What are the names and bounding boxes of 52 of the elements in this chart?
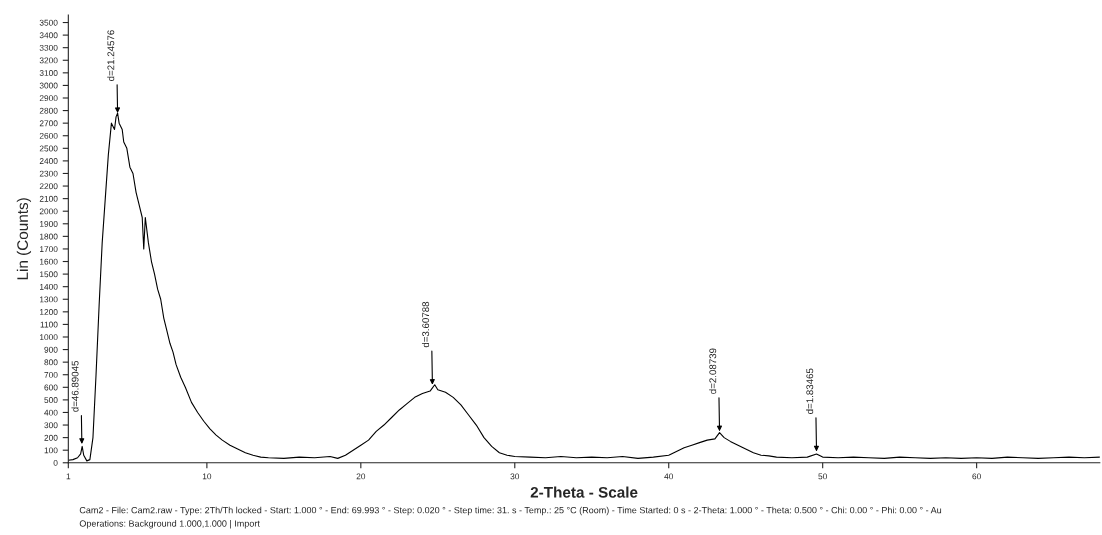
y-tick-label: 1400 bbox=[40, 283, 58, 290]
y-tick-label: 3200 bbox=[39, 57, 58, 64]
x-tick-label: 50 bbox=[818, 473, 827, 480]
y-tick-label: 1900 bbox=[40, 220, 58, 227]
y-tick-label: 800 bbox=[44, 359, 58, 366]
y-tick-label: 0 bbox=[53, 459, 58, 466]
y-tick-label: 1600 bbox=[40, 258, 58, 265]
y-tick-label: 200 bbox=[44, 434, 58, 441]
text: Cam2 - File: Cam2.raw - Type: 2Th/Th locked - Start: 1.000 ° - End: 69.993 ° - Step: 0.020 ° - Step time: 31. s - Temp.: 25 °C (Room) - Time Started: 0 s - 2-Theta: 1.000 ° - Theta: 0.500 ° - Chi: 0.00 ° - Phi: 0.00 ° - Au bbox=[79, 506, 942, 516]
y-tick-label: 2000 bbox=[39, 208, 58, 215]
x-axis-title: 2-Theta - Scale bbox=[530, 486, 638, 498]
x-tick-label: 30 bbox=[510, 473, 520, 480]
y-tick-label: 1300 bbox=[40, 296, 58, 303]
y-tick-label: 1500 bbox=[40, 271, 58, 278]
y-axis-title: Lin (Counts) bbox=[16, 198, 32, 280]
y-tick-label: 2200 bbox=[39, 183, 58, 190]
y-tick-label: 2900 bbox=[39, 95, 58, 102]
y-tick-label: 3000 bbox=[39, 82, 58, 89]
y-tick-label: 600 bbox=[44, 384, 58, 391]
y-tick-label: 1700 bbox=[40, 246, 58, 253]
y-tick-label: 2500 bbox=[39, 145, 58, 152]
y-tick-label: 3300 bbox=[39, 44, 58, 51]
y-tick-label: 1100 bbox=[40, 321, 58, 328]
annotation: d=1.83465 bbox=[806, 368, 814, 414]
y-tick-label: 1800 bbox=[40, 233, 58, 240]
y-tick-label: 400 bbox=[44, 409, 58, 416]
annotation: d=21.24576 bbox=[107, 30, 115, 81]
y-tick-label: 2100 bbox=[39, 195, 58, 202]
y-tick-label: 300 bbox=[44, 422, 58, 429]
y-tick-label: 900 bbox=[44, 346, 58, 353]
y-tick-label: 1200 bbox=[40, 309, 58, 315]
y-tick-label: 2800 bbox=[39, 107, 58, 114]
y-tick-label: 2300 bbox=[39, 170, 58, 177]
y-tick-label: 700 bbox=[44, 371, 58, 378]
x-tick-label: 60 bbox=[972, 473, 981, 480]
x-tick-label: 40 bbox=[664, 473, 674, 480]
y-tick-label: 500 bbox=[44, 397, 58, 403]
x-tick-label: 20 bbox=[356, 473, 366, 480]
x-tick-label: 1 bbox=[66, 473, 71, 480]
y-tick-label: 3500 bbox=[39, 19, 58, 26]
y-tick-label: 3100 bbox=[39, 70, 58, 76]
y-tick-label: 1000 bbox=[40, 334, 58, 341]
y-tick-label: 2700 bbox=[39, 120, 58, 127]
annotation: d=46.89045 bbox=[71, 360, 79, 412]
annotation: d=3.60788 bbox=[421, 301, 430, 348]
y-tick-label: 2400 bbox=[39, 158, 58, 164]
y-tick-label: 3400 bbox=[39, 32, 58, 39]
x-tick-label: 10 bbox=[202, 473, 212, 480]
y-tick-label: 100 bbox=[44, 447, 58, 454]
text: Operations: Background 1.000,1.000 | Import bbox=[79, 520, 260, 529]
y-tick-label: 2600 bbox=[39, 132, 58, 139]
annotation: d=2.08739 bbox=[709, 348, 717, 394]
